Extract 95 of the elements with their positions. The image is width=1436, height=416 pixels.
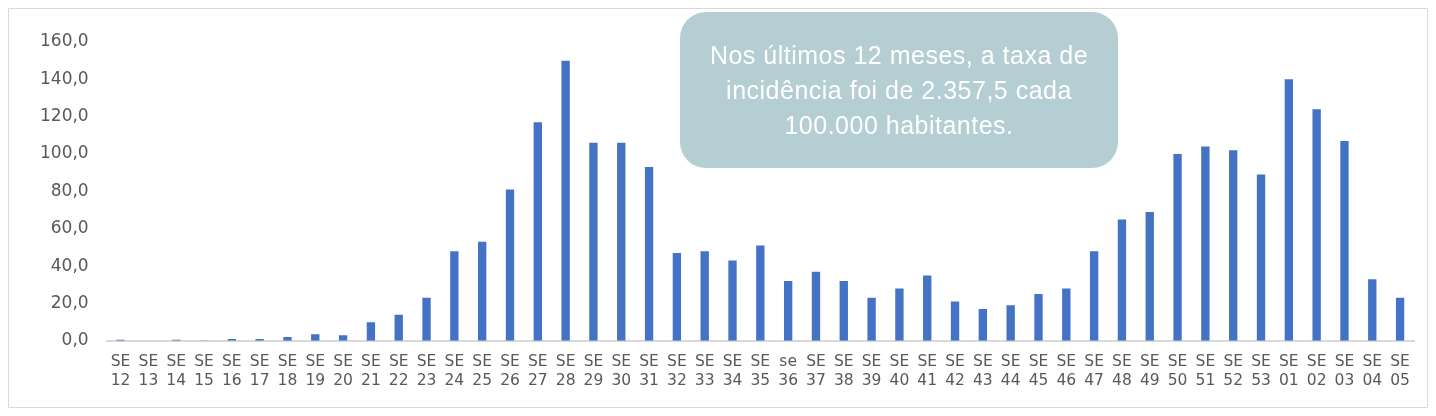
y-tick-label: 40,0	[50, 254, 89, 275]
x-tick-label: SE 23	[416, 352, 437, 389]
bar	[478, 241, 487, 341]
bar	[895, 288, 904, 341]
y-tick-label: 80,0	[50, 179, 89, 200]
x-tick-label: SE 47	[1084, 352, 1104, 389]
x-tick-label: SE 24	[444, 352, 465, 389]
x-tick-label: SE 30	[611, 352, 632, 389]
bar	[811, 271, 821, 341]
x-tick-label: SE 38	[833, 352, 854, 389]
x-tick-label: SE 14	[166, 352, 187, 389]
x-tick-label: SE 34	[722, 352, 743, 389]
bar	[1256, 174, 1266, 341]
bar	[923, 275, 932, 341]
bar	[700, 251, 709, 341]
bar	[450, 251, 459, 341]
x-tick-label: SE 02	[1306, 352, 1327, 389]
bar	[366, 322, 376, 341]
x-tick-label: SE 41	[917, 352, 938, 389]
x-tick-label: SE 37	[806, 352, 826, 389]
x-tick-label: SE 03	[1334, 352, 1355, 389]
bar	[1312, 109, 1321, 341]
y-tick-label: 140,0	[40, 67, 89, 88]
x-tick-label: SE 43	[972, 352, 993, 389]
bar	[1034, 294, 1043, 341]
bar	[1006, 305, 1015, 341]
y-tick-label: 0,0	[61, 329, 89, 350]
x-tick-label: SE 40	[889, 352, 910, 389]
x-tick-label: SE 25	[472, 352, 493, 389]
x-tick-label: SE 20	[333, 352, 353, 389]
bar	[505, 189, 515, 341]
bar	[589, 142, 598, 341]
x-tick-label: SE 22	[388, 352, 409, 389]
x-tick-label: SE 45	[1028, 352, 1049, 389]
x-tick-label: SE 04	[1362, 352, 1383, 389]
bar	[1201, 146, 1210, 341]
x-tick-label: SE 01	[1278, 352, 1299, 389]
bar	[672, 253, 682, 341]
bar	[1395, 297, 1405, 341]
x-tick-label: SE 52	[1223, 352, 1244, 389]
x-tick-label: SE 32	[667, 352, 687, 389]
bar	[1062, 288, 1071, 341]
bar	[1173, 154, 1182, 341]
x-tick-label: SE 19	[305, 352, 326, 389]
bar	[1368, 279, 1377, 341]
x-tick-label: SE 27	[527, 352, 548, 389]
y-tick-label: 100,0	[40, 142, 89, 163]
bar	[422, 297, 431, 341]
x-tick-label: SE 21	[361, 352, 381, 389]
x-tick-label: SE 44	[1000, 352, 1021, 389]
x-tick-label: SE 18	[277, 352, 298, 389]
x-tick-label: se 36	[778, 352, 799, 389]
x-tick-label: SE 29	[583, 352, 604, 389]
y-tick-label: 60,0	[50, 217, 89, 238]
x-tick-label: SE 35	[750, 352, 771, 389]
y-tick-label: 160,0	[40, 30, 89, 51]
bar	[1117, 219, 1127, 341]
bar	[394, 314, 403, 341]
bar	[756, 245, 765, 341]
bar	[1089, 251, 1099, 341]
bar	[1145, 211, 1154, 341]
x-tick-label: SE 15	[194, 352, 214, 389]
bar	[1340, 140, 1349, 341]
y-tick-label: 120,0	[40, 105, 89, 126]
x-tick-label: SE 12	[110, 352, 131, 389]
x-tick-label: SE 49	[1139, 352, 1160, 389]
x-tick-label: SE 53	[1251, 352, 1271, 389]
x-tick-label: SE 16	[221, 352, 242, 389]
x-tick-label: SE 33	[694, 352, 715, 389]
x-tick-label: SE 13	[138, 352, 159, 389]
x-tick-label: SE 42	[945, 352, 965, 389]
x-tick-label: SE 51	[1195, 352, 1216, 389]
bar	[728, 260, 737, 341]
x-tick-label: SE 46	[1056, 352, 1077, 389]
bar	[533, 122, 542, 341]
x-tick-label: SE 26	[500, 352, 520, 389]
bar	[1229, 150, 1238, 341]
bar	[617, 142, 626, 341]
bar	[978, 309, 988, 341]
bar	[950, 301, 960, 341]
x-tick-label: SE 17	[249, 352, 270, 389]
bar	[644, 167, 654, 341]
annotation: Nos últimos 12 meses, a taxa de incidência foi de 2.357,5 cada 100.000 habitantes.	[708, 39, 1090, 141]
x-tick-label: SE 31	[639, 352, 659, 389]
y-tick-label: 20,0	[50, 291, 89, 312]
bar	[839, 281, 848, 341]
x-tick-label: SE 50	[1167, 352, 1188, 389]
x-tick-label: SE 48	[1112, 352, 1132, 389]
bar	[561, 60, 570, 341]
bar	[783, 281, 793, 341]
x-tick-label: SE 39	[861, 352, 882, 389]
bar	[1284, 79, 1293, 341]
bar	[867, 297, 876, 341]
x-tick-label: SE 05	[1390, 352, 1410, 389]
x-tick-label: SE 28	[555, 352, 576, 389]
